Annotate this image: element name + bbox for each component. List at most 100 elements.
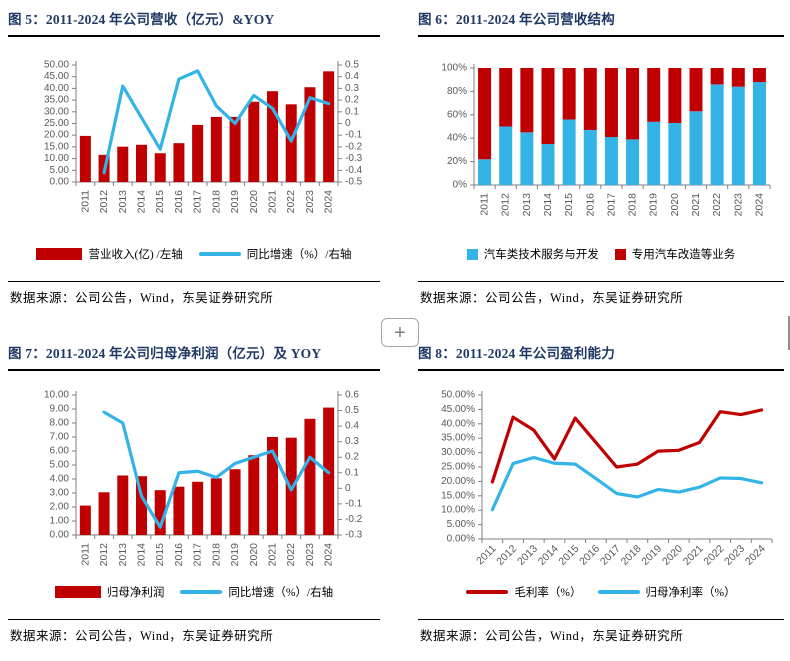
line-swatch-icon	[597, 590, 640, 594]
svg-text:2021: 2021	[681, 543, 706, 568]
svg-text:2020: 2020	[669, 193, 681, 217]
svg-text:0.00: 0.00	[50, 530, 70, 541]
legend-item: 汽车类技术服务与开发	[466, 246, 599, 262]
svg-text:2024: 2024	[753, 193, 765, 217]
svg-text:-0.2: -0.2	[345, 514, 363, 525]
svg-text:80%: 80%	[447, 86, 467, 97]
svg-text:20%: 20%	[447, 156, 467, 167]
svg-text:1.00: 1.00	[50, 516, 70, 527]
svg-text:10.00: 10.00	[44, 153, 69, 164]
title-underline	[418, 369, 784, 371]
svg-text:45.00%: 45.00%	[441, 404, 475, 415]
legend-item: 营业收入(亿) /左轴	[36, 246, 183, 262]
legend-label: 同比增速（%）/右轴	[246, 249, 352, 261]
svg-text:2.00: 2.00	[50, 502, 70, 513]
svg-text:2020: 2020	[248, 190, 260, 214]
svg-text:2019: 2019	[229, 543, 241, 567]
svg-text:0.00%: 0.00%	[447, 534, 475, 545]
svg-text:0.1: 0.1	[345, 467, 359, 478]
revenue-structure-legend: 汽车类技术服务与开发 专用汽车改造等业务	[418, 243, 784, 265]
svg-text:35.00: 35.00	[44, 95, 69, 106]
svg-text:15.00: 15.00	[44, 141, 69, 152]
rect-swatch-icon	[54, 586, 101, 598]
svg-text:-0.3: -0.3	[345, 530, 363, 541]
legend-label: 同比增速（%）/右轴	[228, 587, 334, 599]
svg-text:-0.4: -0.4	[345, 165, 363, 176]
svg-text:5.00%: 5.00%	[447, 519, 475, 530]
svg-text:-0.5: -0.5	[345, 177, 363, 188]
svg-text:2018: 2018	[627, 193, 639, 217]
svg-text:30.00: 30.00	[44, 106, 69, 117]
figure-panel-5: 图 5：2011-2024 年公司营收（亿元）&YOY 50.00 45.00 40…	[8, 10, 380, 306]
svg-text:2016: 2016	[584, 193, 596, 217]
svg-text:40.00%: 40.00%	[441, 418, 475, 429]
svg-text:2023: 2023	[304, 190, 316, 214]
line-swatch-icon	[198, 252, 241, 256]
svg-text:4.00: 4.00	[50, 474, 70, 485]
legend-item: 归母净利率（%）	[597, 584, 736, 600]
svg-text:100%: 100%	[441, 63, 467, 74]
svg-text:2011: 2011	[479, 193, 491, 216]
svg-text:2023: 2023	[304, 543, 316, 567]
svg-text:50.00%: 50.00%	[441, 390, 475, 401]
net-profit-yoy-legend: 归母净利润 同比增速（%）/右轴	[8, 581, 380, 603]
svg-text:2022: 2022	[711, 193, 723, 217]
svg-text:0.1: 0.1	[345, 106, 359, 117]
source-divider	[418, 281, 784, 282]
source-divider	[8, 619, 380, 620]
svg-text:8.00: 8.00	[50, 418, 70, 429]
svg-text:0.2: 0.2	[345, 95, 359, 106]
svg-text:20.00: 20.00	[44, 130, 69, 141]
svg-text:2022: 2022	[285, 190, 297, 214]
svg-text:2013: 2013	[117, 190, 129, 214]
legend-item: 同比增速（%）/右轴	[180, 584, 333, 600]
source-note: 数据来源：公司公告，Wind，东吴证券研究所	[10, 291, 274, 305]
figure-panel-8: 图 8：2011-2024 年公司盈利能力 50.00% 45.00% 40.00%…	[418, 344, 784, 644]
svg-text:-0.1: -0.1	[345, 498, 363, 509]
figure-6-title: 图 6：2011-2024 年公司营收结构	[418, 12, 615, 27]
legend-label: 毛利率（%）	[514, 587, 582, 599]
figure-8-title: 图 8：2011-2024 年公司盈利能力	[418, 346, 615, 361]
svg-text:0.5: 0.5	[345, 405, 359, 416]
svg-text:35.00%: 35.00%	[441, 433, 475, 444]
svg-text:-0.1: -0.1	[345, 130, 363, 141]
revenue-yoy-chart: 50.0045.0040.0035.0030.0025.0020.0015.00…	[44, 60, 363, 214]
svg-text:2024: 2024	[323, 190, 335, 214]
svg-text:2012: 2012	[494, 543, 519, 568]
svg-text:2018: 2018	[210, 190, 222, 214]
svg-text:0: 0	[345, 118, 351, 129]
svg-text:2015: 2015	[154, 543, 166, 567]
svg-text:2021: 2021	[267, 190, 279, 214]
svg-text:9.00: 9.00	[50, 404, 70, 415]
svg-text:2016: 2016	[173, 190, 185, 214]
legend-item: 归母净利润	[54, 584, 164, 600]
svg-text:0.2: 0.2	[345, 452, 359, 463]
svg-text:2016: 2016	[577, 543, 602, 568]
svg-text:2011: 2011	[79, 543, 91, 566]
svg-text:15.00%: 15.00%	[441, 490, 475, 501]
svg-text:2012: 2012	[500, 193, 512, 217]
svg-text:2023: 2023	[732, 193, 744, 217]
expand-button[interactable]: +	[381, 318, 419, 347]
svg-text:2024: 2024	[323, 543, 335, 567]
legend-label: 归母净利率（%）	[645, 587, 736, 599]
svg-text:2015: 2015	[556, 543, 581, 568]
svg-text:0: 0	[345, 483, 351, 494]
profitability-chart: 50.00% 45.00% 40.00% 35.00% 30.00% 25.00% 20.0…	[441, 390, 773, 568]
legend-label: 汽车类技术服务与开发	[483, 249, 599, 261]
svg-text:2014: 2014	[136, 190, 148, 214]
svg-text:40%: 40%	[447, 133, 467, 144]
svg-text:2014: 2014	[536, 543, 561, 568]
svg-text:2022: 2022	[701, 543, 726, 568]
svg-text:-0.3: -0.3	[345, 153, 363, 164]
svg-text:2013: 2013	[117, 543, 129, 567]
svg-text:2021: 2021	[690, 193, 702, 217]
line-swatch-icon	[466, 590, 509, 594]
svg-text:2015: 2015	[563, 193, 575, 217]
svg-text:2019: 2019	[648, 193, 660, 217]
svg-text:2018: 2018	[210, 543, 222, 567]
title-underline	[8, 369, 380, 371]
revenue-yoy-legend: 营业收入(亿) /左轴 同比增速（%）/右轴	[8, 243, 380, 265]
svg-text:2017: 2017	[598, 543, 623, 568]
